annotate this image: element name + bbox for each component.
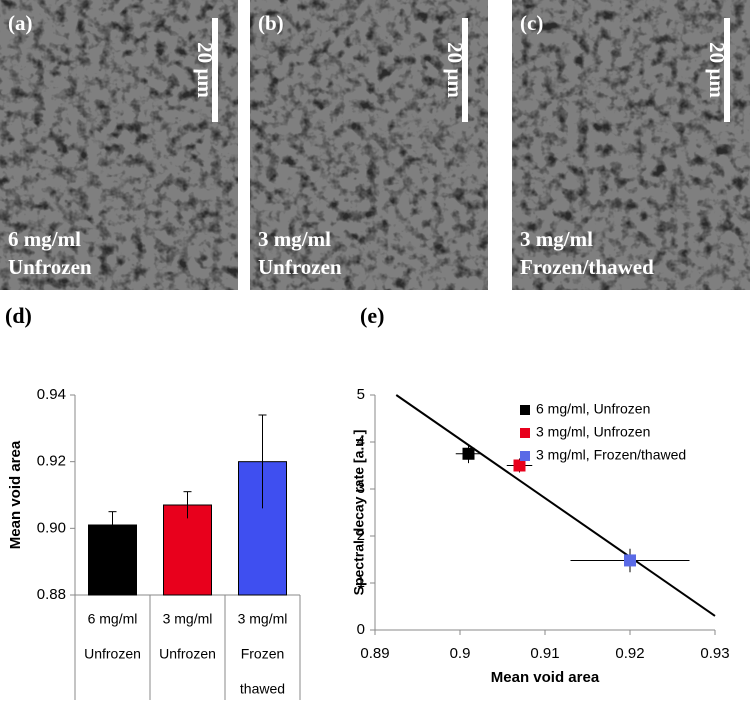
x-axis-label: Mean void area (491, 669, 600, 686)
y-tick-label: 0.88 (37, 586, 66, 603)
x-tick-label: Unfrozen (84, 646, 141, 662)
x-tick-label: 0.89 (360, 645, 389, 662)
legend-swatch (520, 428, 530, 438)
caption: 3 mg/ml (258, 227, 331, 251)
caption: Frozen/thawed (520, 255, 654, 279)
x-tick-label: 6 mg/ml (88, 611, 138, 627)
scale-label: 20 µm (443, 42, 467, 98)
y-tick-label: 5 (357, 386, 365, 403)
x-tick-label: 0.9 (450, 645, 471, 662)
y-tick-label: 0.94 (37, 386, 66, 403)
x-tick-label: 0.91 (530, 645, 559, 662)
legend-swatch (520, 405, 530, 415)
y-tick-label: 0.90 (37, 519, 66, 536)
micrograph-texture (512, 0, 750, 290)
panel-label: (c) (520, 11, 543, 35)
y-tick-label: 3 (357, 480, 365, 497)
x-tick-label: Unfrozen (159, 646, 216, 662)
y-tick-label: 2 (357, 527, 365, 544)
scale-bar (462, 18, 468, 122)
y-tick-label: 1 (357, 574, 365, 591)
micrograph-texture (0, 0, 238, 290)
y-tick-label: 4 (357, 433, 365, 450)
x-tick-label: thawed (240, 681, 285, 697)
legend-label: 6 mg/ml, Unfrozen (536, 401, 650, 417)
scale-label: 20 µm (193, 42, 217, 98)
point (624, 554, 636, 567)
legend-label: 3 mg/ml, Unfrozen (536, 424, 650, 440)
bar (238, 461, 287, 596)
scale-label: 20 µm (705, 42, 729, 98)
caption: 3 mg/ml (520, 227, 593, 251)
x-tick-label: 0.92 (615, 645, 644, 662)
y-tick-label: 0.92 (37, 453, 66, 470)
x-tick-label: Frozen (241, 646, 285, 662)
legend-swatch (520, 451, 530, 461)
caption: 6 mg/ml (8, 227, 81, 251)
micrograph-texture (250, 0, 488, 290)
bar (163, 504, 212, 596)
caption: Unfrozen (8, 255, 92, 279)
scale-bar (724, 18, 730, 122)
y-tick-label: 0 (357, 621, 365, 638)
x-tick-label: 0.93 (700, 645, 729, 662)
y-axis-label: Spectral decay rate [a.u.] (351, 430, 367, 596)
panel-label: (e) (360, 303, 384, 328)
panel-label: (a) (8, 11, 33, 35)
panel-label: (b) (258, 11, 284, 35)
panel-label: (d) (5, 303, 32, 328)
point (513, 459, 526, 472)
x-tick-label: 3 mg/ml (163, 611, 213, 627)
caption: Unfrozen (258, 255, 342, 279)
x-tick-label: 3 mg/ml (238, 611, 288, 627)
point (462, 447, 475, 460)
scale-bar (212, 18, 218, 122)
y-axis-label: Mean void area (7, 440, 24, 549)
legend-label: 3 mg/ml, Frozen/thawed (536, 447, 686, 463)
fit-line (395, 394, 716, 617)
